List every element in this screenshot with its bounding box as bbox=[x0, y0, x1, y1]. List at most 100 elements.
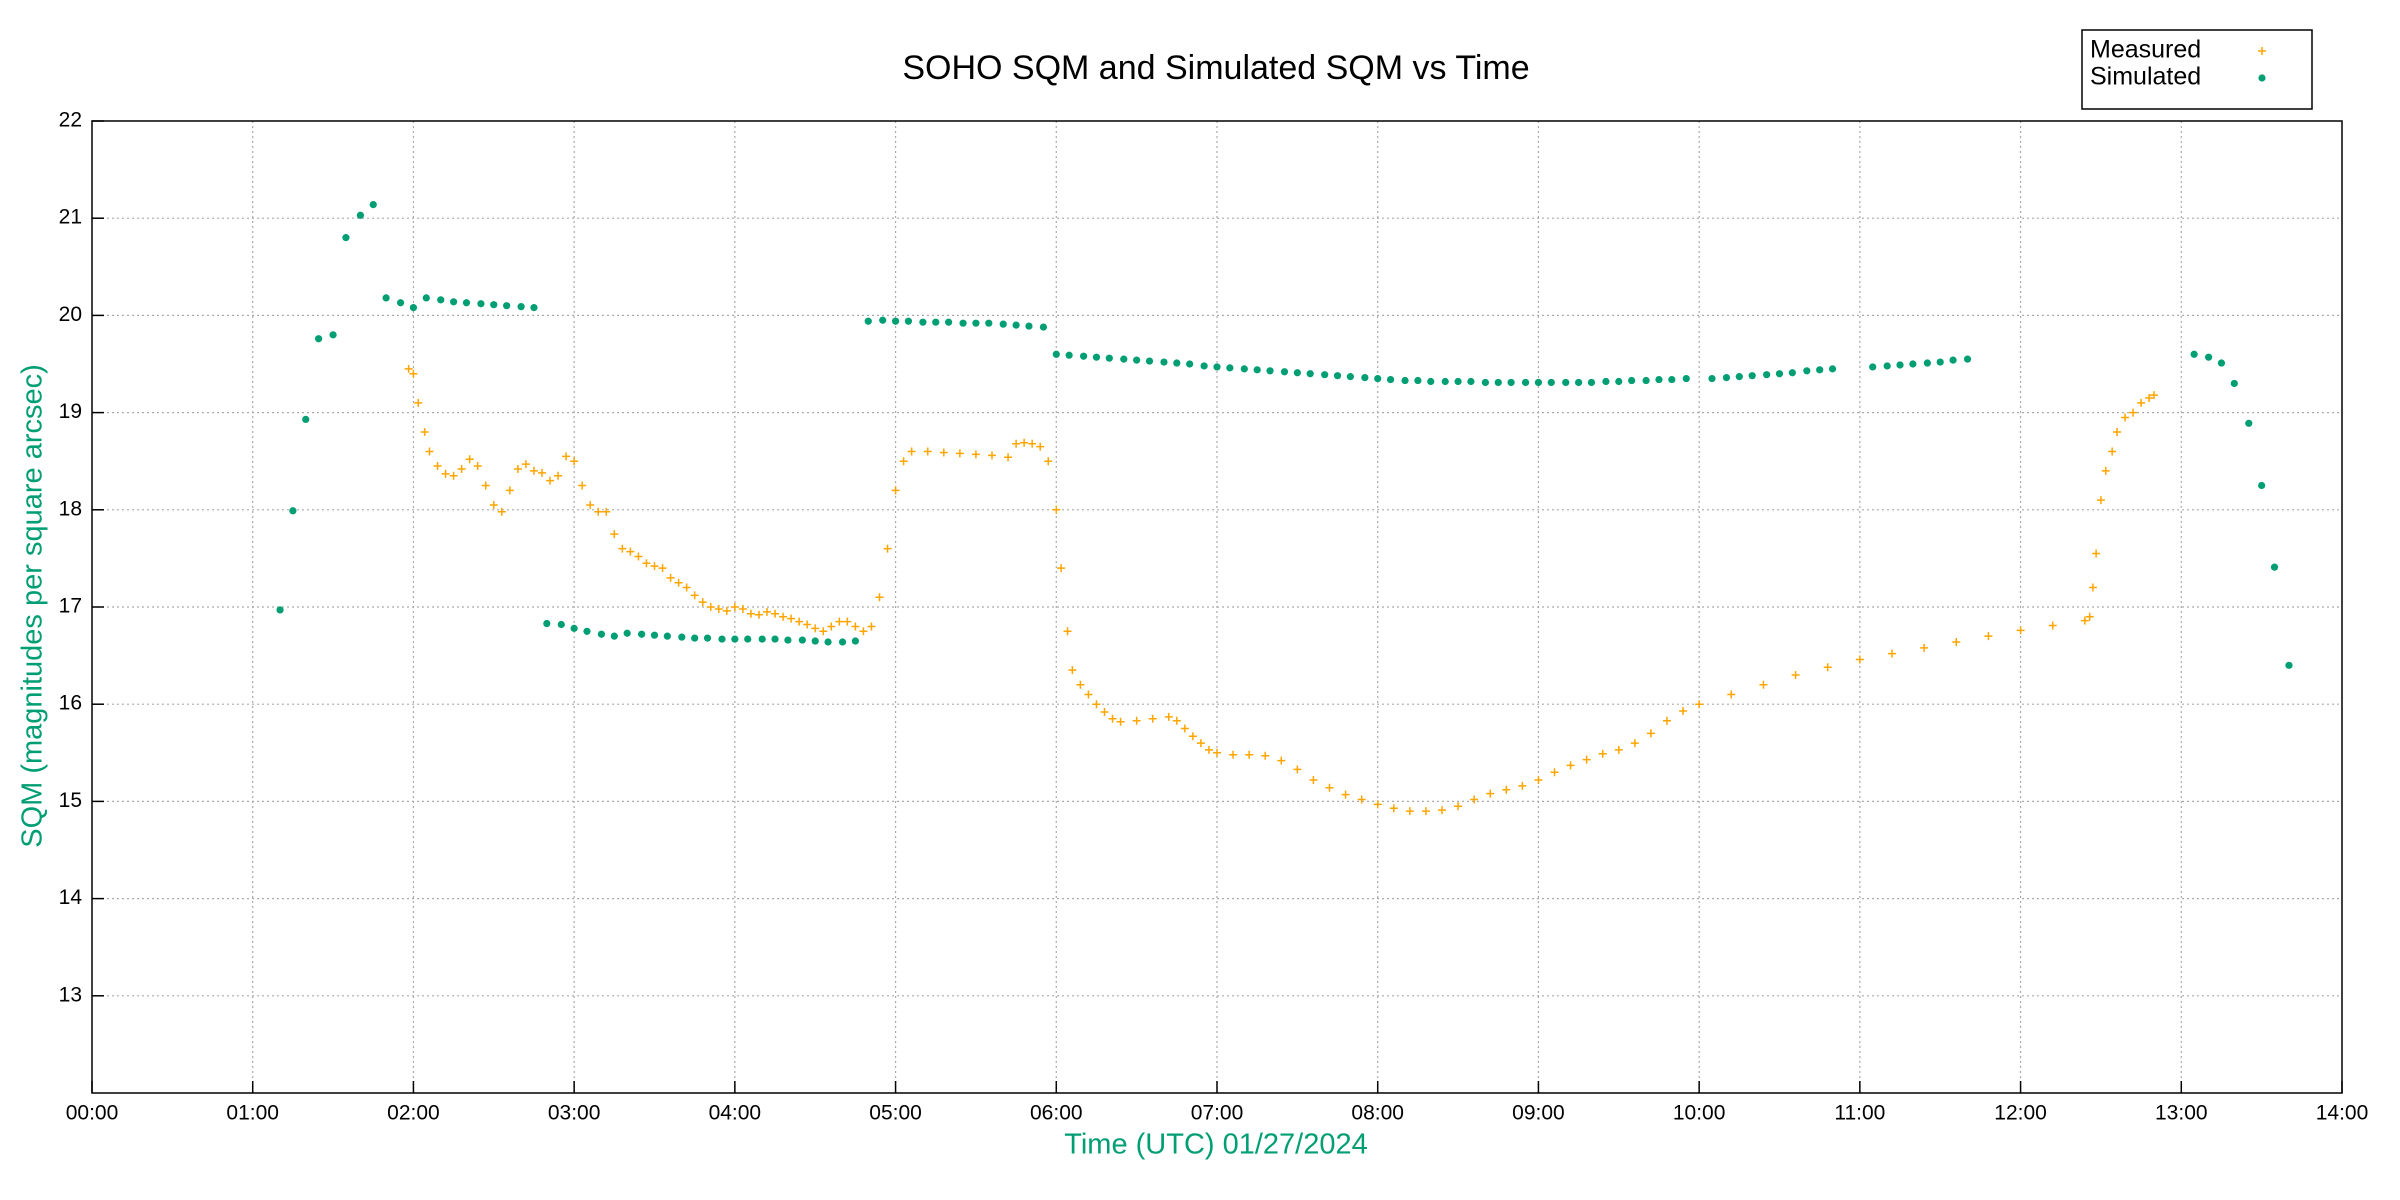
y-tick-label: 15 bbox=[59, 789, 82, 812]
measured-point bbox=[1920, 643, 1929, 652]
measured-point bbox=[939, 448, 948, 457]
simulated-point bbox=[1923, 359, 1931, 367]
simulated-point bbox=[1160, 358, 1168, 366]
simulated-point bbox=[1735, 373, 1743, 381]
simulated-point bbox=[1427, 377, 1435, 386]
simulated-point bbox=[1521, 378, 1530, 387]
simulated-point bbox=[1145, 357, 1154, 365]
simulated-point bbox=[1039, 323, 1048, 331]
legend-marker bbox=[2258, 47, 2266, 55]
measured-point bbox=[457, 464, 466, 473]
simulated-point bbox=[597, 630, 606, 638]
simulated-point bbox=[1708, 374, 1716, 383]
simulated-point bbox=[1133, 356, 1141, 364]
measured-point bbox=[899, 457, 908, 466]
measured-point bbox=[988, 451, 996, 460]
measured-point bbox=[1630, 739, 1639, 748]
legend-box bbox=[2081, 29, 2313, 110]
x-tick-label: 04:00 bbox=[709, 1102, 762, 1125]
measured-point bbox=[1438, 806, 1446, 815]
measured-point bbox=[1116, 717, 1125, 726]
simulated-point bbox=[1280, 368, 1289, 376]
simulated-point bbox=[959, 319, 967, 327]
measured-point bbox=[634, 552, 643, 561]
simulated-point bbox=[409, 304, 418, 312]
measured-point bbox=[1855, 655, 1864, 664]
simulated-point bbox=[1092, 353, 1101, 361]
measured-point bbox=[1036, 442, 1045, 451]
simulated-point bbox=[276, 606, 284, 614]
simulated-point bbox=[945, 318, 953, 326]
simulated-point bbox=[1788, 369, 1796, 377]
measured-point bbox=[907, 447, 916, 456]
measured-point bbox=[433, 462, 442, 471]
measured-point bbox=[1148, 714, 1157, 723]
measured-point bbox=[883, 544, 892, 553]
measured-point bbox=[1180, 724, 1189, 733]
simulated-point bbox=[2190, 350, 2198, 358]
simulated-point bbox=[824, 638, 832, 646]
simulated-point bbox=[2258, 481, 2266, 490]
measured-point bbox=[449, 471, 458, 480]
simulated-point bbox=[2285, 661, 2293, 669]
measured-point bbox=[698, 598, 707, 607]
measured-point bbox=[875, 593, 884, 602]
measured-point bbox=[1357, 795, 1366, 804]
simulated-point bbox=[703, 634, 712, 642]
measured-point bbox=[706, 603, 715, 611]
simulated-point bbox=[530, 304, 538, 312]
measured-point bbox=[1614, 745, 1623, 754]
measured-point bbox=[754, 610, 763, 619]
x-tick-label: 13:00 bbox=[2155, 1102, 2208, 1125]
simulated-point bbox=[638, 630, 646, 638]
measured-point bbox=[1261, 751, 1270, 760]
measured-point bbox=[404, 364, 413, 373]
simulated-point bbox=[1615, 377, 1623, 386]
measured-point bbox=[714, 604, 723, 613]
simulated-point bbox=[1025, 322, 1033, 330]
legend-label: Measured bbox=[2090, 36, 2201, 64]
y-tick-label: 22 bbox=[59, 109, 82, 132]
x-axis-label: Time (UTC) 01/27/2024 bbox=[1064, 1129, 1368, 1161]
measured-point bbox=[738, 604, 747, 613]
simulated-point bbox=[289, 507, 297, 515]
measured-point bbox=[1245, 750, 1254, 759]
measured-point bbox=[554, 471, 563, 480]
measured-point bbox=[529, 466, 538, 475]
measured-point bbox=[409, 369, 418, 378]
measured-point bbox=[570, 457, 579, 466]
simulated-point bbox=[1105, 354, 1113, 362]
simulated-point bbox=[490, 301, 498, 309]
x-tick-label: 14:00 bbox=[2316, 1102, 2369, 1125]
measured-point bbox=[690, 591, 699, 600]
measured-point bbox=[489, 500, 498, 509]
measured-point bbox=[1084, 690, 1093, 699]
measured-point bbox=[420, 428, 429, 437]
simulated-point bbox=[1507, 378, 1515, 387]
simulated-point bbox=[583, 627, 591, 635]
measured-point bbox=[867, 622, 876, 631]
simulated-point bbox=[1253, 366, 1261, 374]
measured-point bbox=[1044, 457, 1053, 466]
measured-point bbox=[1229, 750, 1238, 759]
simulated-point bbox=[864, 317, 872, 325]
simulated-point bbox=[1333, 372, 1342, 380]
simulated-point bbox=[663, 632, 671, 640]
simulated-point bbox=[356, 211, 364, 219]
measured-point bbox=[1454, 802, 1463, 811]
measured-point bbox=[441, 469, 450, 478]
measured-point bbox=[1204, 745, 1213, 754]
simulated-point bbox=[503, 302, 511, 310]
measured-point bbox=[2016, 626, 2025, 635]
measured-point bbox=[1277, 756, 1286, 765]
simulated-point bbox=[1722, 374, 1731, 382]
measured-point bbox=[414, 398, 423, 407]
simulated-point bbox=[1374, 374, 1382, 383]
measured-point bbox=[1502, 785, 1511, 794]
simulated-point bbox=[1775, 370, 1784, 378]
simulated-point bbox=[1012, 321, 1020, 329]
measured-point bbox=[803, 620, 812, 629]
simulated-point bbox=[1240, 365, 1248, 373]
